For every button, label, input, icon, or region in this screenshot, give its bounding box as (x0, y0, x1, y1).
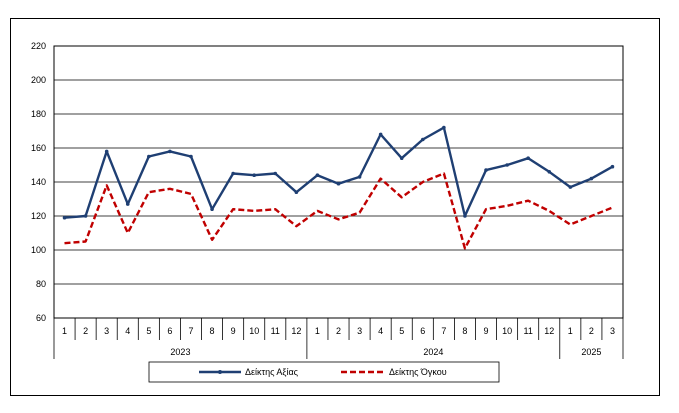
data-point-15 (357, 175, 362, 179)
x-tick-label-month: 12 (544, 326, 554, 336)
x-tick-label-month: 10 (249, 326, 259, 336)
data-point-20 (463, 214, 467, 218)
y-tick-label-100: 100 (31, 245, 46, 255)
data-point-14 (336, 181, 341, 186)
x-tick-label-month: 3 (357, 326, 362, 336)
data-point-21 (484, 168, 488, 172)
x-tick-label-month: 1 (568, 326, 573, 336)
data-point-4 (125, 202, 130, 206)
data-point-7 (189, 154, 193, 159)
x-tick-label-month: 10 (502, 326, 512, 336)
data-point-3 (104, 149, 109, 154)
data-point-1 (62, 215, 67, 220)
legend-label-value-index: Δείκτης Αξίας (245, 367, 299, 377)
plot-area (53, 45, 624, 319)
x-tick-label-month: 1 (315, 326, 320, 336)
data-point-5 (147, 154, 151, 159)
data-point-12 (294, 190, 299, 194)
data-point-27 (610, 164, 615, 169)
x-tick-label-month: 3 (610, 326, 615, 336)
x-tick-label-month: 8 (210, 326, 215, 336)
x-tick-label-month: 5 (146, 326, 151, 336)
y-tick-label-180: 180 (31, 109, 46, 119)
x-tick-label-month: 7 (441, 326, 446, 336)
y-tick-label-160: 160 (31, 143, 46, 153)
legend-label-volume-index: Δείκτης Όγκου (389, 367, 447, 377)
x-tick-label-month: 6 (167, 326, 172, 336)
series-line-volume-index (64, 172, 613, 250)
x-tick-label-month: 2 (83, 326, 88, 336)
data-point-23 (526, 156, 530, 160)
x-tick-label-month: 11 (523, 326, 532, 336)
data-point-18 (420, 137, 425, 142)
x-tick-label-month: 2 (336, 326, 341, 336)
x-year-label-2025: 2025 (581, 347, 601, 357)
x-tick-label-month: 8 (462, 326, 467, 336)
legend-marker-value-index (218, 370, 222, 374)
y-tick-label-220: 220 (31, 41, 46, 51)
series-line-value-index (64, 126, 614, 219)
data-point-22 (505, 163, 509, 167)
data-point-11 (273, 171, 278, 176)
x-tick-label-month: 2 (589, 326, 594, 336)
y-tick-label-80: 80 (36, 279, 46, 289)
data-point-2 (83, 214, 88, 218)
data-point-26 (589, 176, 594, 181)
x-tick-label-month: 1 (62, 326, 67, 336)
data-point-13 (315, 173, 320, 177)
x-tick-label-month: 11 (271, 326, 280, 336)
x-tick-label-month: 6 (420, 326, 425, 336)
x-year-label-2023: 2023 (170, 347, 190, 357)
data-point-9 (231, 171, 235, 176)
x-tick-label-month: 3 (104, 326, 109, 336)
x-tick-label-month: 4 (125, 326, 130, 336)
x-tick-label-month: 5 (399, 326, 404, 336)
data-point-16 (378, 132, 383, 137)
data-point-17 (399, 156, 404, 160)
x-tick-label-month: 12 (291, 326, 301, 336)
data-point-6 (168, 149, 172, 154)
legend-box (148, 361, 500, 383)
data-point-8 (210, 207, 214, 211)
x-tick-label-month: 9 (484, 326, 489, 336)
data-point-24 (547, 170, 552, 174)
x-tick-label-month: 9 (231, 326, 236, 336)
x-tick-label-month: 4 (378, 326, 383, 336)
y-tick-label-140: 140 (31, 177, 46, 187)
chart-frame: 60 80 100 120 140 160 180 200 220 1 2 3 4 5 6 7 8 9 10 11 12… (10, 18, 660, 396)
y-tick-label-200: 200 (31, 75, 46, 85)
y-tick-label-60: 60 (36, 313, 46, 323)
x-year-label-2024: 2024 (423, 347, 443, 357)
x-tick-label-month: 7 (188, 326, 193, 336)
data-point-19 (442, 125, 446, 130)
y-tick-label-120: 120 (31, 211, 46, 221)
data-point-25 (568, 185, 573, 189)
data-point-10 (252, 173, 257, 177)
